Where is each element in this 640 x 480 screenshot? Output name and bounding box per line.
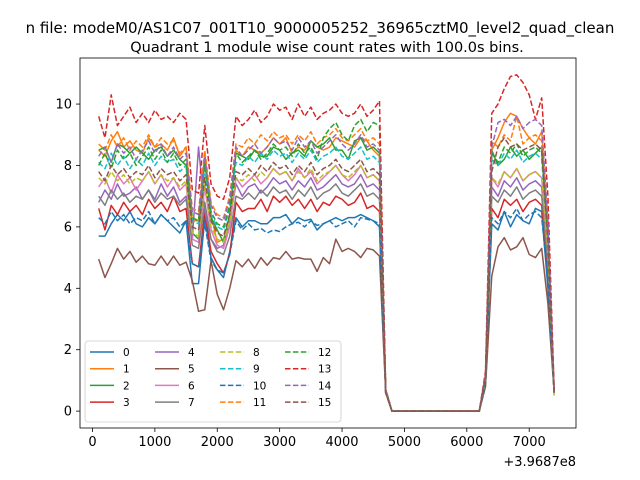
legend-label-5: 5 [188,364,195,376]
series-line-15 [98,137,555,412]
legend-label-4: 4 [188,347,195,359]
x-tick-label: 0 [88,435,96,450]
legend-label-1: 1 [123,364,130,376]
y-tick-label: 6 [64,220,72,235]
legend-label-0: 0 [123,347,130,359]
series-line-5 [98,236,555,412]
series-layer [97,74,555,412]
series-line-14 [98,115,555,412]
series-line-13 [97,74,555,412]
legend-label-8: 8 [253,347,260,359]
x-tick-label: 4000 [325,435,358,450]
series-line-10 [98,207,555,412]
y-axis: 0 2 4 6 8 10 [55,98,80,420]
series-line-11 [98,115,555,412]
legend-label-3: 3 [123,397,130,409]
legend-label-11: 11 [253,397,266,409]
legend-box [84,340,342,423]
x-tick-label: 7000 [513,435,546,450]
legend-label-15: 15 [318,397,331,409]
legend-label-9: 9 [253,364,260,376]
x-tick-label: 3000 [263,435,296,450]
plot-frame [79,57,577,429]
legend-label-7: 7 [188,397,195,409]
x-tick-label: 1000 [138,435,171,450]
y-tick-label: 2 [64,343,72,358]
y-tick-label: 4 [64,282,72,297]
chart-suptitle: n file: modeM0/AS1C07_001T10_9000005252_… [26,19,615,38]
legend-label-10: 10 [253,380,266,392]
legend-label-12: 12 [318,347,331,359]
x-axis: 0 1000 2000 3000 4000 5000 6000 7000 [88,428,546,450]
chart-title: Quadrant 1 module wise count rates with … [130,40,524,56]
legend-label-14: 14 [318,380,332,392]
series-line-8 [98,164,555,412]
y-tick-label: 10 [55,98,72,113]
x-tick-label: 2000 [201,435,234,450]
x-tick-label: 5000 [388,435,421,450]
x-offset-label: +3.9687e8 [503,455,576,470]
legend-label-6: 6 [188,380,195,392]
x-tick-label: 6000 [450,435,483,450]
legend-label-2: 2 [123,380,130,392]
y-tick-label: 8 [64,159,72,174]
y-tick-label: 0 [64,405,72,420]
series-line-9 [98,146,555,412]
legend-label-13: 13 [318,364,331,376]
